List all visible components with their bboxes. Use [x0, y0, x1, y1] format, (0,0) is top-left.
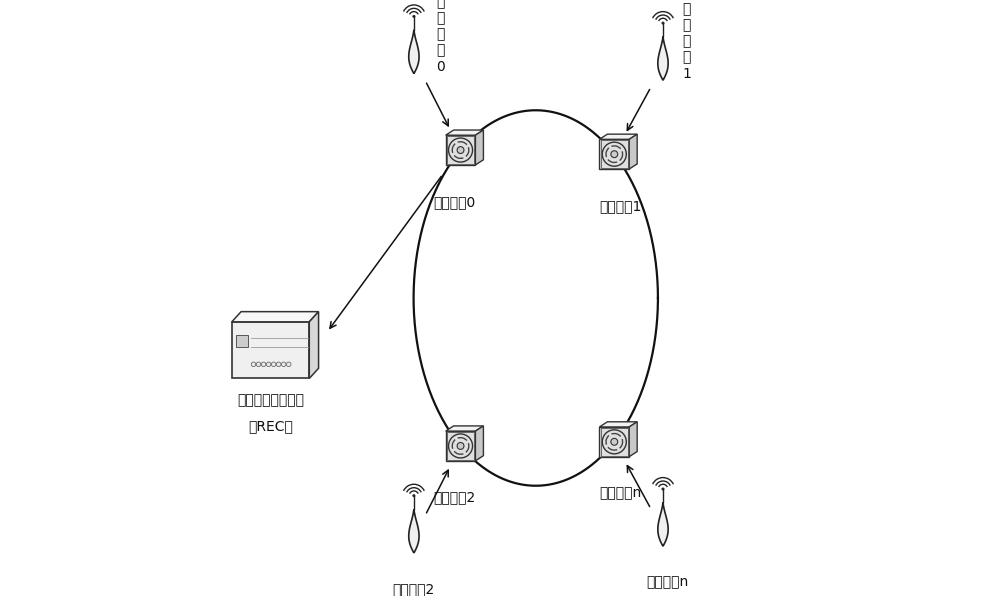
Text: 传输设备n: 传输设备n	[599, 486, 641, 501]
Circle shape	[266, 362, 271, 367]
Circle shape	[281, 362, 286, 367]
Text: 无线设备控制中心: 无线设备控制中心	[237, 393, 304, 407]
Polygon shape	[658, 36, 668, 80]
Circle shape	[261, 362, 266, 367]
Polygon shape	[475, 130, 483, 165]
Circle shape	[457, 442, 464, 449]
Polygon shape	[599, 134, 637, 139]
Circle shape	[457, 147, 464, 154]
Circle shape	[286, 362, 291, 367]
Circle shape	[611, 151, 618, 157]
Text: 无线设备2: 无线设备2	[393, 582, 435, 596]
Circle shape	[271, 362, 276, 367]
Circle shape	[256, 362, 261, 367]
Polygon shape	[232, 312, 319, 322]
Polygon shape	[629, 134, 637, 169]
Circle shape	[662, 22, 664, 24]
Circle shape	[611, 439, 618, 445]
Text: 传输设备1: 传输设备1	[599, 199, 641, 213]
Polygon shape	[309, 312, 319, 378]
Polygon shape	[658, 502, 668, 547]
Polygon shape	[599, 139, 629, 169]
Text: 传输设备2: 传输设备2	[433, 491, 476, 505]
Polygon shape	[236, 335, 248, 347]
Polygon shape	[446, 130, 483, 135]
Polygon shape	[475, 426, 483, 461]
Circle shape	[413, 15, 415, 17]
Polygon shape	[446, 431, 475, 461]
Polygon shape	[409, 30, 419, 73]
Circle shape	[662, 488, 664, 490]
Text: 传输设备0: 传输设备0	[433, 195, 476, 209]
Circle shape	[413, 495, 415, 497]
Text: （REC）: （REC）	[248, 419, 293, 433]
Circle shape	[276, 362, 281, 367]
Polygon shape	[232, 322, 309, 378]
Text: 无
线
设
备
1: 无 线 设 备 1	[682, 2, 691, 80]
Polygon shape	[599, 422, 637, 427]
Text: 无
线
设
备
0: 无 线 设 备 0	[437, 0, 445, 74]
Polygon shape	[629, 422, 637, 457]
Polygon shape	[409, 509, 419, 553]
Polygon shape	[446, 426, 483, 431]
Polygon shape	[446, 135, 475, 165]
Circle shape	[251, 362, 256, 367]
Polygon shape	[599, 427, 629, 457]
Text: 无线设备n: 无线设备n	[647, 576, 689, 589]
